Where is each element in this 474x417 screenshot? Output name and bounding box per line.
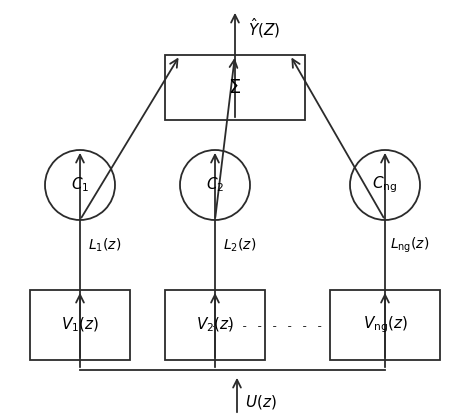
- Text: - - - - - - - -: - - - - - - - -: [211, 321, 323, 334]
- Circle shape: [350, 150, 420, 220]
- Circle shape: [180, 150, 250, 220]
- Text: $V_{\mathrm{ng}}(z)$: $V_{\mathrm{ng}}(z)$: [363, 315, 408, 335]
- Text: $L_1(z)$: $L_1(z)$: [88, 236, 121, 254]
- Text: $L_{\mathrm{ng}}(z)$: $L_{\mathrm{ng}}(z)$: [390, 235, 429, 255]
- Bar: [30, 290, 130, 360]
- Text: $\hat{Y}(Z)$: $\hat{Y}(Z)$: [248, 16, 280, 40]
- Text: $V_2(z)$: $V_2(z)$: [196, 316, 234, 334]
- Bar: [165, 55, 305, 120]
- Bar: [330, 290, 440, 360]
- Text: $C_2$: $C_2$: [206, 176, 224, 194]
- Bar: [165, 290, 265, 360]
- Text: $C_{\mathrm{ng}}$: $C_{\mathrm{ng}}$: [373, 175, 398, 195]
- Text: $C_1$: $C_1$: [71, 176, 89, 194]
- Text: $L_2(z)$: $L_2(z)$: [223, 236, 256, 254]
- Text: $\Sigma$: $\Sigma$: [228, 78, 241, 97]
- Text: $V_1(z)$: $V_1(z)$: [61, 316, 99, 334]
- Text: $U(z)$: $U(z)$: [245, 393, 277, 411]
- Circle shape: [45, 150, 115, 220]
